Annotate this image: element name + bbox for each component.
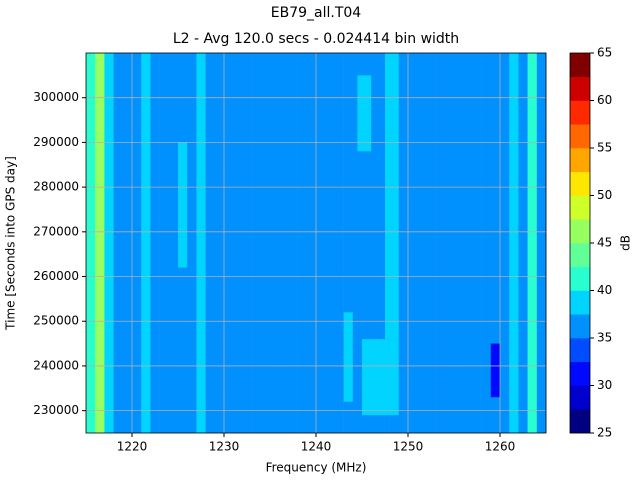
heatmap-column — [426, 53, 436, 433]
heatmap-column — [141, 53, 151, 433]
heatmap-column — [168, 53, 179, 433]
x-tick-label: 1220 — [117, 440, 148, 454]
colorbar-segment — [570, 171, 590, 196]
colorbar-segment — [570, 195, 590, 220]
heatmap-column — [352, 53, 363, 433]
heatmap-column — [288, 53, 298, 433]
colorbar-segment — [570, 148, 590, 173]
heatmap-column — [150, 53, 160, 433]
y-tick-label: 270000 — [33, 224, 79, 238]
x-axis-label: Frequency (MHz) — [266, 461, 367, 475]
heatmap-column — [279, 53, 289, 433]
heatmap-column — [454, 53, 464, 433]
colorbar-segment — [570, 53, 590, 78]
heatmap-column — [224, 53, 234, 433]
heatmap-column — [159, 53, 170, 433]
heatmap-column — [205, 53, 216, 433]
heatmap-column — [371, 53, 381, 433]
heatmap-column — [417, 53, 427, 433]
x-tick-label: 1230 — [209, 440, 240, 454]
heatmap-column — [362, 53, 372, 433]
x-tick-label: 1260 — [485, 440, 516, 454]
heatmap-column — [325, 53, 335, 433]
plot-frame — [85, 52, 547, 434]
heatmap-patch — [385, 53, 399, 340]
colorbar-segment — [570, 409, 590, 434]
heatmap-column — [95, 53, 105, 433]
heatmap-column — [408, 53, 418, 433]
colorbar-tick-label: 30 — [597, 378, 612, 392]
chart-subtitle: L2 - Avg 120.0 secs - 0.024414 bin width — [173, 31, 459, 47]
y-tick-label: 240000 — [33, 358, 79, 372]
heatmap-column — [435, 53, 446, 433]
heatmap-column — [334, 53, 344, 433]
x-tick-label: 1250 — [393, 440, 424, 454]
y-tick-label: 250000 — [33, 314, 79, 328]
colorbar-tick-label: 45 — [597, 236, 612, 250]
colorbar-segment — [570, 266, 590, 291]
heatmap-column — [481, 53, 492, 433]
colorbar-tick-label: 65 — [597, 46, 612, 60]
heatmap-column — [86, 53, 96, 433]
colorbar-tick-label: 25 — [597, 426, 612, 440]
heatmap-column — [113, 53, 124, 433]
colorbar-tick-label: 55 — [597, 141, 612, 155]
colorbar-segment — [570, 100, 590, 125]
heatmap-column — [398, 53, 409, 433]
colorbar-segment — [570, 338, 590, 363]
heatmap-patch — [343, 312, 353, 402]
colorbar-segment — [570, 385, 590, 410]
heatmap-column — [536, 53, 547, 433]
heatmap-column — [527, 53, 538, 433]
colorbar-label: dB — [619, 235, 633, 251]
heatmap-column — [132, 53, 142, 433]
y-tick-label: 230000 — [33, 403, 79, 417]
heatmap-column — [187, 53, 197, 433]
heatmap-column — [260, 53, 271, 433]
heatmap-column — [297, 53, 308, 433]
heatmap-column — [270, 53, 280, 433]
y-tick-label: 290000 — [33, 135, 79, 149]
heatmap-column — [343, 53, 354, 433]
colorbar-segment — [570, 76, 590, 101]
heatmap-column — [233, 53, 243, 433]
heatmap-column — [196, 53, 206, 433]
heatmap-column — [214, 53, 225, 433]
heatmap-column — [490, 53, 501, 433]
colorbar-tick-label: 40 — [597, 283, 612, 297]
heatmap-patch — [362, 339, 399, 416]
heatmap-column — [463, 53, 473, 433]
heatmap-patch — [490, 343, 500, 398]
heatmap-column — [518, 53, 528, 433]
chart-title: EB79_all.T04 — [271, 5, 362, 21]
colorbar-segment — [570, 314, 590, 339]
y-tick-label: 300000 — [33, 90, 79, 104]
heatmap-column — [104, 53, 114, 433]
heatmap-column — [251, 53, 262, 433]
colorbar-segment — [570, 361, 590, 386]
heatmap-patch — [178, 142, 188, 268]
y-tick-label: 280000 — [33, 180, 79, 194]
heatmap-column — [472, 53, 482, 433]
heatmap-column — [500, 53, 510, 433]
colorbar-segment — [570, 290, 590, 315]
colorbar-tick-label: 60 — [597, 93, 612, 107]
x-tick-label: 1240 — [301, 440, 332, 454]
colorbar-tick-label: 50 — [597, 188, 612, 202]
y-axis-label: Time [Seconds into GPS day] — [4, 156, 18, 331]
heatmap-patch — [357, 75, 372, 152]
heatmap-column — [242, 53, 252, 433]
colorbar-tick-label: 35 — [597, 331, 612, 345]
colorbar-segment — [570, 243, 590, 268]
heatmap-column — [509, 53, 519, 433]
heatmap-column — [316, 53, 326, 433]
heatmap-column — [444, 53, 455, 433]
heatmap-column — [306, 53, 317, 433]
heatmap-column — [122, 53, 133, 433]
y-tick-label: 260000 — [33, 269, 79, 283]
colorbar-segment — [570, 124, 590, 149]
colorbar-segment — [570, 219, 590, 244]
